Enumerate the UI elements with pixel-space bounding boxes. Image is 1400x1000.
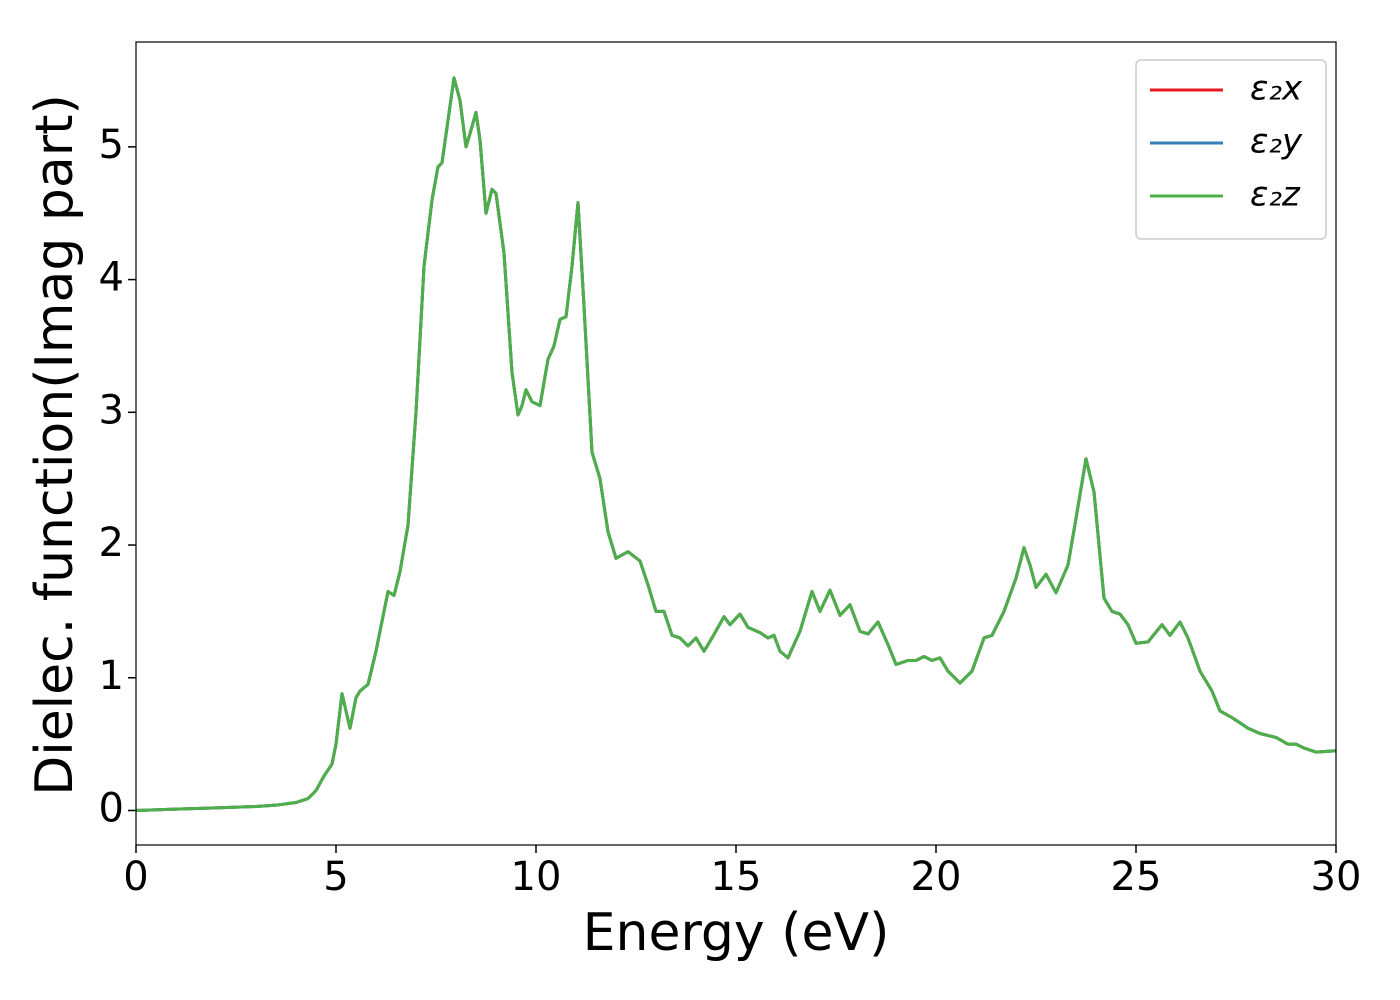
- x-tick-label: 5: [323, 854, 348, 900]
- data-line: [135, 76, 1337, 812]
- legend-label: ε₂z: [1250, 175, 1301, 215]
- y-tick-label: 3: [99, 387, 124, 433]
- x-tick-label: 20: [911, 854, 962, 900]
- x-tick-label: 0: [123, 854, 148, 900]
- y-tick-label: 0: [99, 785, 124, 831]
- x-tick-label: 15: [711, 854, 762, 900]
- y-tick-label: 4: [99, 255, 124, 301]
- y-axis-label: Dielec. function(Imag part): [25, 94, 85, 796]
- y-tick-label: 1: [99, 653, 124, 699]
- plot-frame: [135, 41, 1337, 846]
- x-tick-label: 10: [511, 854, 562, 900]
- y-tick-label: 2: [99, 520, 124, 566]
- x-axis-label: Energy (eV): [583, 903, 890, 963]
- x-tick-label: 25: [1111, 854, 1162, 900]
- x-tick-label: 30: [1311, 854, 1362, 900]
- legend-box: [1135, 59, 1327, 240]
- legend-label: ε₂x: [1250, 69, 1303, 109]
- y-tick-label: 5: [99, 122, 124, 168]
- legend-label: ε₂y: [1250, 122, 1303, 162]
